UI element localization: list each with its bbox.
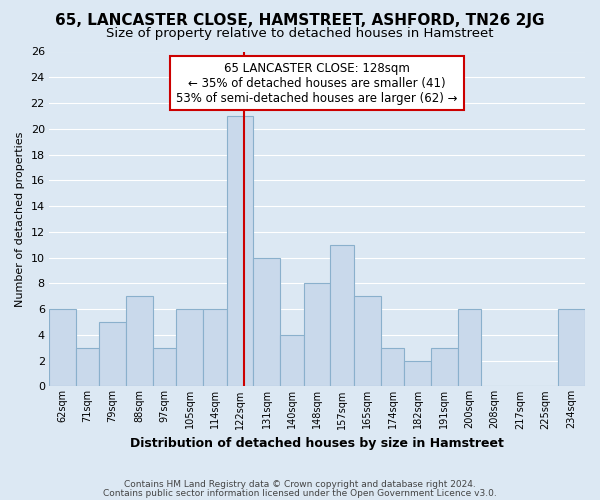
Bar xyxy=(304,284,331,387)
Bar xyxy=(76,348,100,387)
Bar xyxy=(100,322,126,386)
Text: Contains HM Land Registry data © Crown copyright and database right 2024.: Contains HM Land Registry data © Crown c… xyxy=(124,480,476,489)
Bar xyxy=(203,309,227,386)
Bar xyxy=(559,309,585,386)
Text: 65 LANCASTER CLOSE: 128sqm
← 35% of detached houses are smaller (41)
53% of semi: 65 LANCASTER CLOSE: 128sqm ← 35% of deta… xyxy=(176,62,458,104)
Bar xyxy=(331,244,354,386)
Bar xyxy=(354,296,380,386)
Bar xyxy=(49,309,76,386)
Bar xyxy=(458,309,481,386)
Bar xyxy=(280,335,304,386)
Y-axis label: Number of detached properties: Number of detached properties xyxy=(15,132,25,306)
Text: Size of property relative to detached houses in Hamstreet: Size of property relative to detached ho… xyxy=(106,28,494,40)
Bar xyxy=(253,258,280,386)
Bar xyxy=(431,348,458,387)
Text: 65, LANCASTER CLOSE, HAMSTREET, ASHFORD, TN26 2JG: 65, LANCASTER CLOSE, HAMSTREET, ASHFORD,… xyxy=(55,12,545,28)
Bar xyxy=(126,296,152,386)
Text: Contains public sector information licensed under the Open Government Licence v3: Contains public sector information licen… xyxy=(103,488,497,498)
Bar xyxy=(227,116,253,386)
Bar xyxy=(152,348,176,387)
Bar xyxy=(176,309,203,386)
Bar xyxy=(380,348,404,387)
X-axis label: Distribution of detached houses by size in Hamstreet: Distribution of detached houses by size … xyxy=(130,437,504,450)
Bar xyxy=(404,360,431,386)
